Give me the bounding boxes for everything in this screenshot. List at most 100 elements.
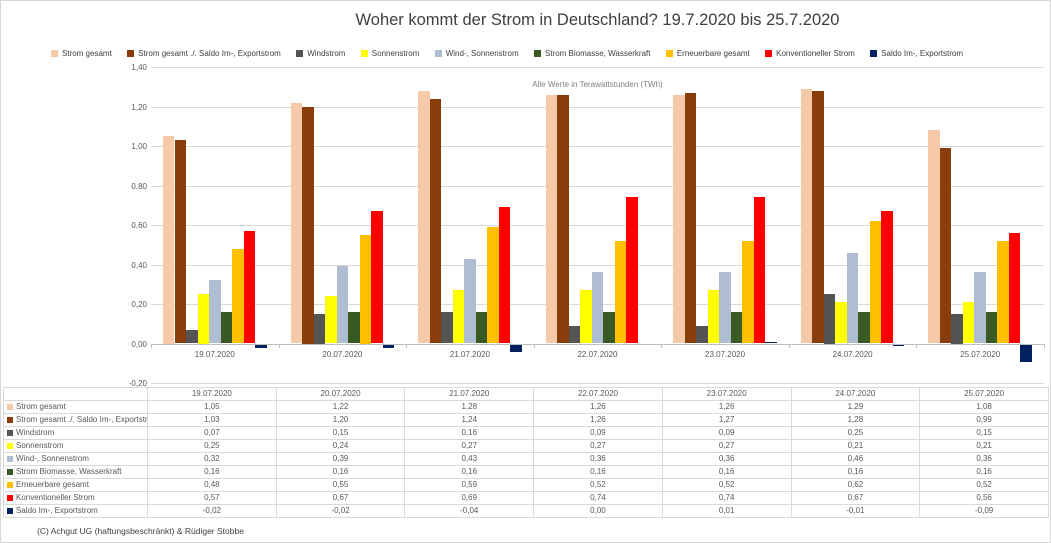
bar bbox=[1020, 344, 1032, 363]
table-cell: 0,52 bbox=[533, 478, 663, 492]
legend-item: Sonnenstrom bbox=[360, 49, 419, 58]
bar bbox=[869, 221, 882, 344]
bar bbox=[418, 90, 430, 344]
bar bbox=[475, 311, 488, 344]
gridline bbox=[151, 185, 1044, 187]
table-cell: 0,16 bbox=[533, 465, 663, 479]
bar bbox=[174, 140, 186, 344]
bar bbox=[336, 266, 349, 344]
table-cell: -0,01 bbox=[790, 504, 921, 518]
table-header-cell: 22.07.2020 bbox=[533, 387, 663, 401]
table-cell: 0,59 bbox=[404, 478, 535, 492]
table-row-label: Konventioneller Strom bbox=[3, 491, 148, 505]
legend-item-label: Saldo Im-, Exportstrom bbox=[881, 48, 963, 58]
y-axis-tick-label: -0,20 bbox=[128, 379, 147, 388]
table-cell: 1,28 bbox=[790, 413, 921, 427]
bar bbox=[753, 197, 766, 344]
legend-color-swatch bbox=[296, 49, 304, 57]
y-axis-tick-label: 0,60 bbox=[131, 221, 147, 230]
bar bbox=[835, 302, 847, 344]
series-color-swatch bbox=[7, 508, 13, 514]
bar bbox=[742, 240, 754, 344]
table-corner-cell bbox=[3, 387, 148, 401]
bar bbox=[220, 311, 233, 344]
y-axis-tick-label: 1,40 bbox=[131, 63, 147, 72]
bar bbox=[557, 94, 569, 344]
bar bbox=[359, 234, 372, 344]
table-cell: 0,62 bbox=[790, 478, 921, 492]
table-cell: 1,05 bbox=[147, 400, 277, 414]
table-row: Wind-, Sonnenstrom 0,32 0,39 0,43 0,36 0,36 0,… bbox=[3, 452, 1049, 466]
bar bbox=[707, 290, 720, 344]
table-cell: -0,04 bbox=[404, 504, 535, 518]
bar bbox=[614, 240, 627, 344]
x-axis-category-label: 21.07.2020 bbox=[449, 349, 490, 359]
table-cell: 0,16 bbox=[790, 465, 921, 479]
bar bbox=[232, 248, 244, 344]
bar bbox=[186, 329, 198, 344]
bar bbox=[939, 147, 952, 344]
table-cell: 0,01 bbox=[661, 504, 792, 518]
table-cell: 0,57 bbox=[147, 491, 277, 505]
table-cell: 1,27 bbox=[661, 413, 792, 427]
series-color-swatch bbox=[7, 456, 13, 462]
x-axis-category-label: 19.07.2020 bbox=[194, 349, 235, 359]
legend-item-label: Wind-, Sonnenstrom bbox=[445, 48, 519, 58]
table-row: Strom gesamt ./. Saldo Im-, Exportstrom 1… bbox=[3, 413, 1049, 427]
table-cell: 0,25 bbox=[790, 426, 921, 440]
bar bbox=[881, 211, 893, 344]
legend-color-swatch bbox=[533, 49, 541, 57]
bar bbox=[800, 88, 813, 344]
bar bbox=[684, 92, 697, 344]
table-cell: 0,99 bbox=[919, 413, 1049, 427]
y-axis-tick-label: 1,00 bbox=[131, 142, 147, 151]
table-cell: 1,22 bbox=[275, 400, 406, 414]
series-color-swatch bbox=[7, 430, 13, 436]
bar bbox=[382, 344, 395, 349]
bar bbox=[823, 294, 836, 344]
table-cell: 0,43 bbox=[404, 452, 535, 466]
footer-credit: (C) Achgut UG (haftungsbeschränkt) & Rüd… bbox=[37, 526, 244, 536]
table-cell: -0,09 bbox=[919, 504, 1049, 518]
legend-item-label: Strom gesamt ./. Saldo Im-, Exportstrom bbox=[138, 48, 281, 58]
legend-item: Strom Biomasse, Wasserkraft bbox=[533, 49, 651, 58]
legend-item-label: Strom gesamt bbox=[62, 48, 112, 58]
table-header-cell: 25.07.2020 bbox=[919, 387, 1049, 401]
table-cell: 1,03 bbox=[147, 413, 277, 427]
table-cell: 0,16 bbox=[919, 465, 1049, 479]
bar bbox=[730, 311, 743, 344]
table-row: Strom gesamt 1,05 1,22 1,28 1,26 1,26 1,29 1,08 bbox=[3, 400, 1049, 414]
bar bbox=[243, 230, 256, 344]
table-row: Sonnenstrom 0,25 0,24 0,27 0,27 0,27 0,21 0,21 bbox=[3, 439, 1049, 453]
table-cell: 0,27 bbox=[533, 439, 663, 453]
series-color-swatch bbox=[7, 495, 13, 501]
table-header-cell: 24.07.2020 bbox=[790, 387, 921, 401]
gridline bbox=[151, 383, 1044, 384]
table-cell: 0,24 bbox=[275, 439, 406, 453]
table-header-cell: 19.07.2020 bbox=[147, 387, 277, 401]
legend-item: Erneuerbare gesamt bbox=[665, 49, 750, 58]
table-row-label: Strom gesamt bbox=[3, 400, 148, 414]
bar bbox=[974, 272, 986, 344]
table-cell: 0,46 bbox=[790, 452, 921, 466]
table-row: Strom Biomasse, Wasserkraft 0,16 0,16 0,16 0… bbox=[3, 465, 1049, 479]
bar bbox=[603, 311, 615, 344]
table-cell: 1,20 bbox=[275, 413, 406, 427]
bar bbox=[255, 344, 267, 349]
table-cell: 1,08 bbox=[919, 400, 1049, 414]
bar bbox=[846, 252, 859, 344]
bar bbox=[325, 296, 337, 344]
table-row-label: Saldo Im-, Exportstrom bbox=[3, 504, 148, 518]
table-cell: 0,09 bbox=[661, 426, 792, 440]
table-row-label: Sonnenstrom bbox=[3, 439, 148, 453]
x-axis-line bbox=[151, 343, 1044, 345]
x-axis-tick bbox=[278, 343, 280, 348]
bar bbox=[928, 130, 940, 344]
bar bbox=[302, 106, 314, 344]
bar bbox=[1008, 232, 1021, 344]
table-cell: 0,74 bbox=[533, 491, 663, 505]
table-header-cell: 20.07.2020 bbox=[275, 387, 406, 401]
table-row: Windstrom 0,07 0,15 0,16 0,09 0,09 0,25 0,15 bbox=[3, 426, 1049, 440]
x-axis-category-label: 24.07.2020 bbox=[832, 349, 873, 359]
table-cell: 0,67 bbox=[790, 491, 921, 505]
